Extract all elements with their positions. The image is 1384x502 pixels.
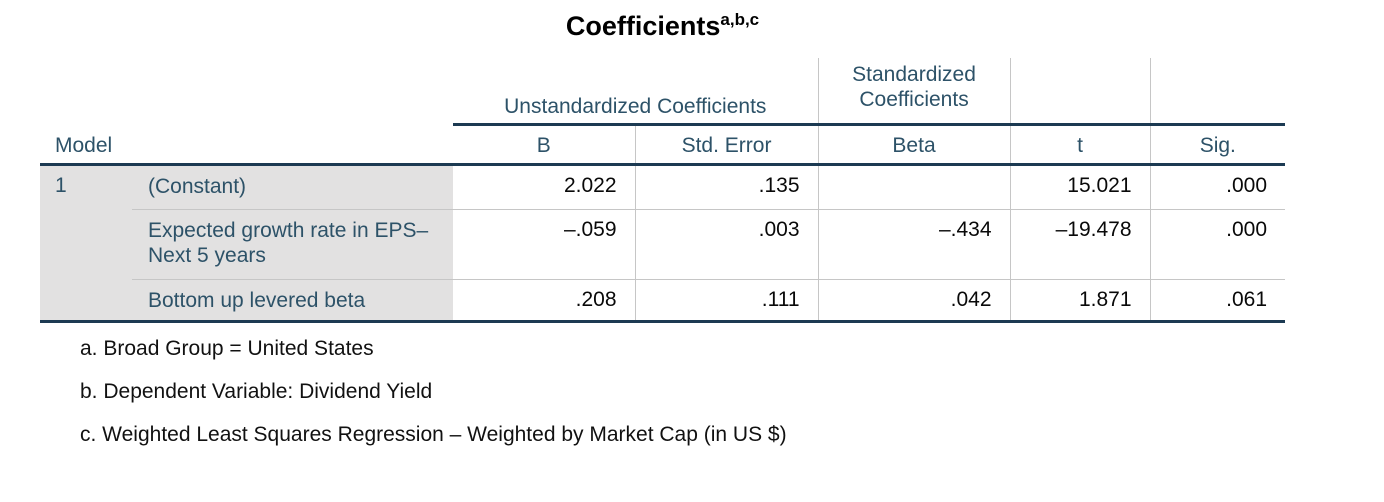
column-header-std-error: Std. Error	[634, 124, 819, 166]
cell-growth-sig: .000	[1149, 209, 1286, 280]
column-header-beta: Beta	[817, 124, 1011, 166]
cell-constant-beta	[817, 164, 1011, 210]
row-label-levered-beta: Bottom up levered beta	[132, 279, 454, 323]
column-header-sig: Sig.	[1149, 124, 1286, 166]
coefficients-table: Model Unstandardized Coefficients Standa…	[40, 58, 1286, 323]
cell-constant-sig: .000	[1149, 164, 1286, 210]
table-title: Coefficientsa,b,c	[566, 11, 759, 41]
cell-constant-std-error: .135	[634, 164, 819, 210]
table-title-footnote-markers: a,b,c	[720, 10, 760, 29]
cell-growth-t: –19.478	[1009, 209, 1151, 280]
group-header-unstandardized-coefficients: Unstandardized Coefficients	[453, 58, 819, 126]
footnote-c: c. Weighted Least Squares Regression – W…	[80, 423, 787, 447]
cell-growth-b: –.059	[453, 209, 636, 280]
table-title-wrap: Coefficientsa,b,c	[40, 10, 1285, 42]
cell-beta-row-std-error: .111	[634, 279, 819, 323]
header-spacer-sig	[1149, 58, 1286, 126]
footnote-b: b. Dependent Variable: Dividend Yield	[80, 379, 433, 403]
cell-beta-row-beta: .042	[817, 279, 1011, 323]
cell-constant-t: 15.021	[1009, 164, 1151, 210]
cell-beta-row-sig: .061	[1149, 279, 1286, 323]
table-row-levered-beta: Bottom up levered beta .208 .111 .042 1.…	[40, 279, 1286, 323]
row-label-constant: (Constant)	[132, 164, 454, 210]
cell-constant-b: 2.022	[453, 164, 636, 210]
column-header-b: B	[453, 124, 636, 166]
cell-growth-beta: –.434	[817, 209, 1011, 280]
spss-output-page: Coefficientsa,b,c Model Unstandardized C…	[0, 10, 1384, 502]
group-header-standardized-coefficients: Standardized Coefficients	[817, 58, 1011, 126]
table-title-text: Coefficients	[565, 11, 721, 41]
stub-header-model: Model	[40, 58, 454, 166]
footnotes: a. Broad Group = United States b. Depend…	[80, 337, 1384, 446]
table-row-constant: 1 (Constant) 2.022 .135 15.021 .000	[40, 164, 1286, 323]
header-spacer-t	[1010, 58, 1151, 126]
row-label-expected-growth: Expected growth rate in EPS– Next 5 year…	[132, 209, 454, 280]
model-number-cell: 1	[40, 164, 132, 323]
table-row-expected-growth: Expected growth rate in EPS– Next 5 year…	[40, 209, 1286, 280]
cell-growth-std-error: .003	[634, 209, 819, 280]
column-header-t: t	[1009, 124, 1151, 166]
footnote-a: a. Broad Group = United States	[80, 336, 374, 360]
cell-beta-row-b: .208	[453, 279, 636, 323]
cell-beta-row-t: 1.871	[1009, 279, 1151, 323]
